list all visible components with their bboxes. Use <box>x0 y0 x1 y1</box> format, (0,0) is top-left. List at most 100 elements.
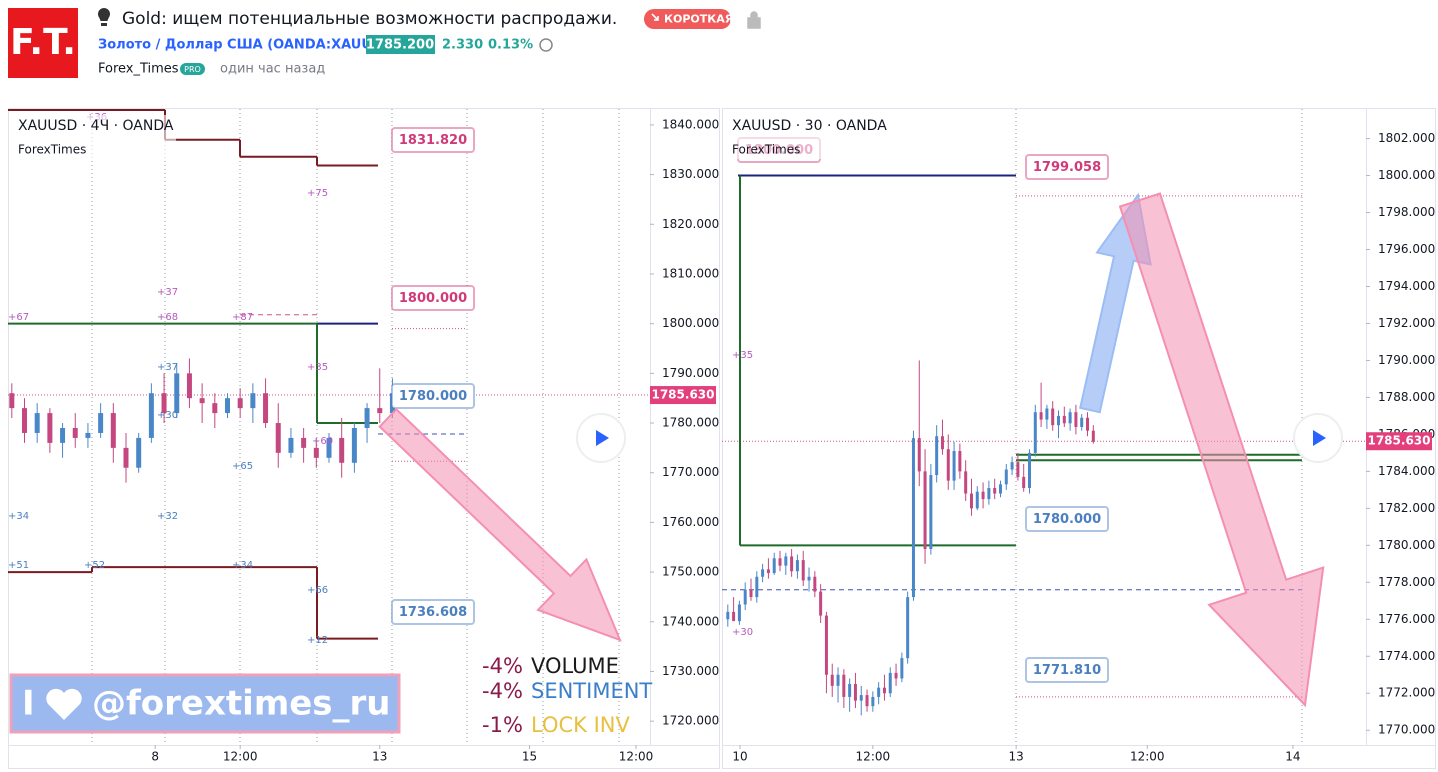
overlay-pct: -1% <box>482 713 523 737</box>
callout-label: 1771.810 <box>1033 663 1101 678</box>
candle-body <box>848 683 852 697</box>
candle-body <box>98 413 104 433</box>
y-tick-label: 1830.000 <box>662 167 719 181</box>
candle-body <box>313 447 319 458</box>
candle-body <box>60 427 66 443</box>
candle-body <box>1045 408 1049 420</box>
candle-body <box>969 493 973 509</box>
candle-body <box>807 576 811 581</box>
candle-body <box>1091 430 1095 442</box>
candle-body <box>1080 417 1084 427</box>
y-tick-label: 1776.000 <box>1378 612 1435 626</box>
x-tick-label: 8 <box>151 750 159 764</box>
candle-body <box>784 556 788 566</box>
price-callout <box>1025 154 1109 180</box>
change-pct: 0.13% <box>488 38 533 53</box>
candle-body <box>975 491 979 509</box>
price-callout <box>391 127 475 153</box>
candle-body <box>958 451 962 472</box>
candle-body <box>917 438 921 472</box>
chart-frame <box>8 108 720 769</box>
logo[interactable] <box>8 8 78 78</box>
overlay-label: VOLUME <box>531 654 619 678</box>
y-tick-label: 1788.000 <box>1378 390 1435 404</box>
candle-body <box>871 696 875 707</box>
candle-body <box>877 687 881 697</box>
candle-body <box>1016 462 1020 477</box>
x-tick-label: 12:00 <box>619 750 654 764</box>
y-tick-label: 1780.000 <box>662 416 719 430</box>
candle-body <box>778 558 782 566</box>
play-icon <box>1313 430 1326 446</box>
candle-body <box>813 576 817 592</box>
level-note: +87 <box>232 312 253 323</box>
alarm-icon[interactable] <box>539 38 553 52</box>
price-badge <box>366 35 435 54</box>
candle-body <box>161 393 167 414</box>
y-tick-label: 1798.000 <box>1378 205 1435 219</box>
overlay-pct: -4% <box>482 679 523 703</box>
symbol-link[interactable]: Золото / Доллар США (OANDA:XAUUSD) <box>98 38 398 53</box>
short-badge <box>644 9 731 29</box>
candle-body <box>72 427 78 438</box>
candle-body <box>351 427 357 463</box>
bulb-icon <box>98 8 110 26</box>
candle-body <box>952 451 956 481</box>
candle-body <box>224 398 230 414</box>
callout-label: 1780.000 <box>399 389 467 404</box>
y-tick-label: 1772.000 <box>1378 686 1435 700</box>
y-tick-label: 1720.000 <box>662 714 719 728</box>
level-note: +35 <box>307 362 328 373</box>
y-tick-label: 1820.000 <box>662 217 719 231</box>
y-tick-label: 1794.000 <box>1378 279 1435 293</box>
candle-body <box>836 674 840 686</box>
candle-body <box>364 408 370 428</box>
candle-body <box>174 373 180 414</box>
price-label-box <box>650 386 716 405</box>
price-callout <box>1025 657 1109 683</box>
y-tick-label: 1778.000 <box>1378 575 1435 589</box>
y-tick-label: 1810.000 <box>662 266 719 280</box>
pro-text: PRO <box>184 65 201 74</box>
candle-body <box>993 488 997 494</box>
candle-body <box>819 591 823 616</box>
candle-body <box>911 438 915 598</box>
level-note: +51 <box>8 560 29 571</box>
candle-body <box>9 393 15 409</box>
indicator-name: ForexTimes <box>18 143 86 157</box>
idea-title: Gold: ищем потенциальные возможности рас… <box>122 9 617 29</box>
x-tick-label: 14 <box>1285 750 1300 764</box>
candle-body <box>755 576 759 598</box>
candle-body <box>894 672 898 679</box>
candle-body <box>935 436 939 476</box>
candle-body <box>824 615 828 675</box>
x-tick-label: 10 <box>732 750 747 764</box>
badge-arrow <box>651 13 659 21</box>
candle-body <box>865 695 869 707</box>
candle-body <box>940 436 944 450</box>
y-tick-label: 1780.000 <box>1378 538 1435 552</box>
chart-frame <box>722 108 1436 769</box>
candle-body <box>790 556 794 572</box>
level-note: +60 <box>312 436 333 447</box>
candle-body <box>801 560 805 581</box>
y-tick-label: 1790.000 <box>1378 353 1435 367</box>
callout-label: 1780.000 <box>1033 512 1101 527</box>
candle-body <box>1010 462 1014 470</box>
candle-body <box>186 373 192 399</box>
candle-body <box>199 398 205 404</box>
candle-body <box>859 695 863 701</box>
callout-label: 1800.000 <box>399 291 467 306</box>
x-tick-label: 12:00 <box>1130 750 1165 764</box>
y-tick-label: 1784.000 <box>1378 464 1435 478</box>
author[interactable]: Forex_Times <box>98 62 179 77</box>
candle-body <box>34 413 40 433</box>
candle-body <box>842 674 846 697</box>
price-label-box <box>1366 432 1432 451</box>
x-tick-label: 12:00 <box>856 750 891 764</box>
y-tick-label: 1740.000 <box>662 614 719 628</box>
candle-body <box>1068 412 1072 424</box>
candle-body <box>288 437 294 453</box>
logo-text: F.T. <box>10 22 76 63</box>
